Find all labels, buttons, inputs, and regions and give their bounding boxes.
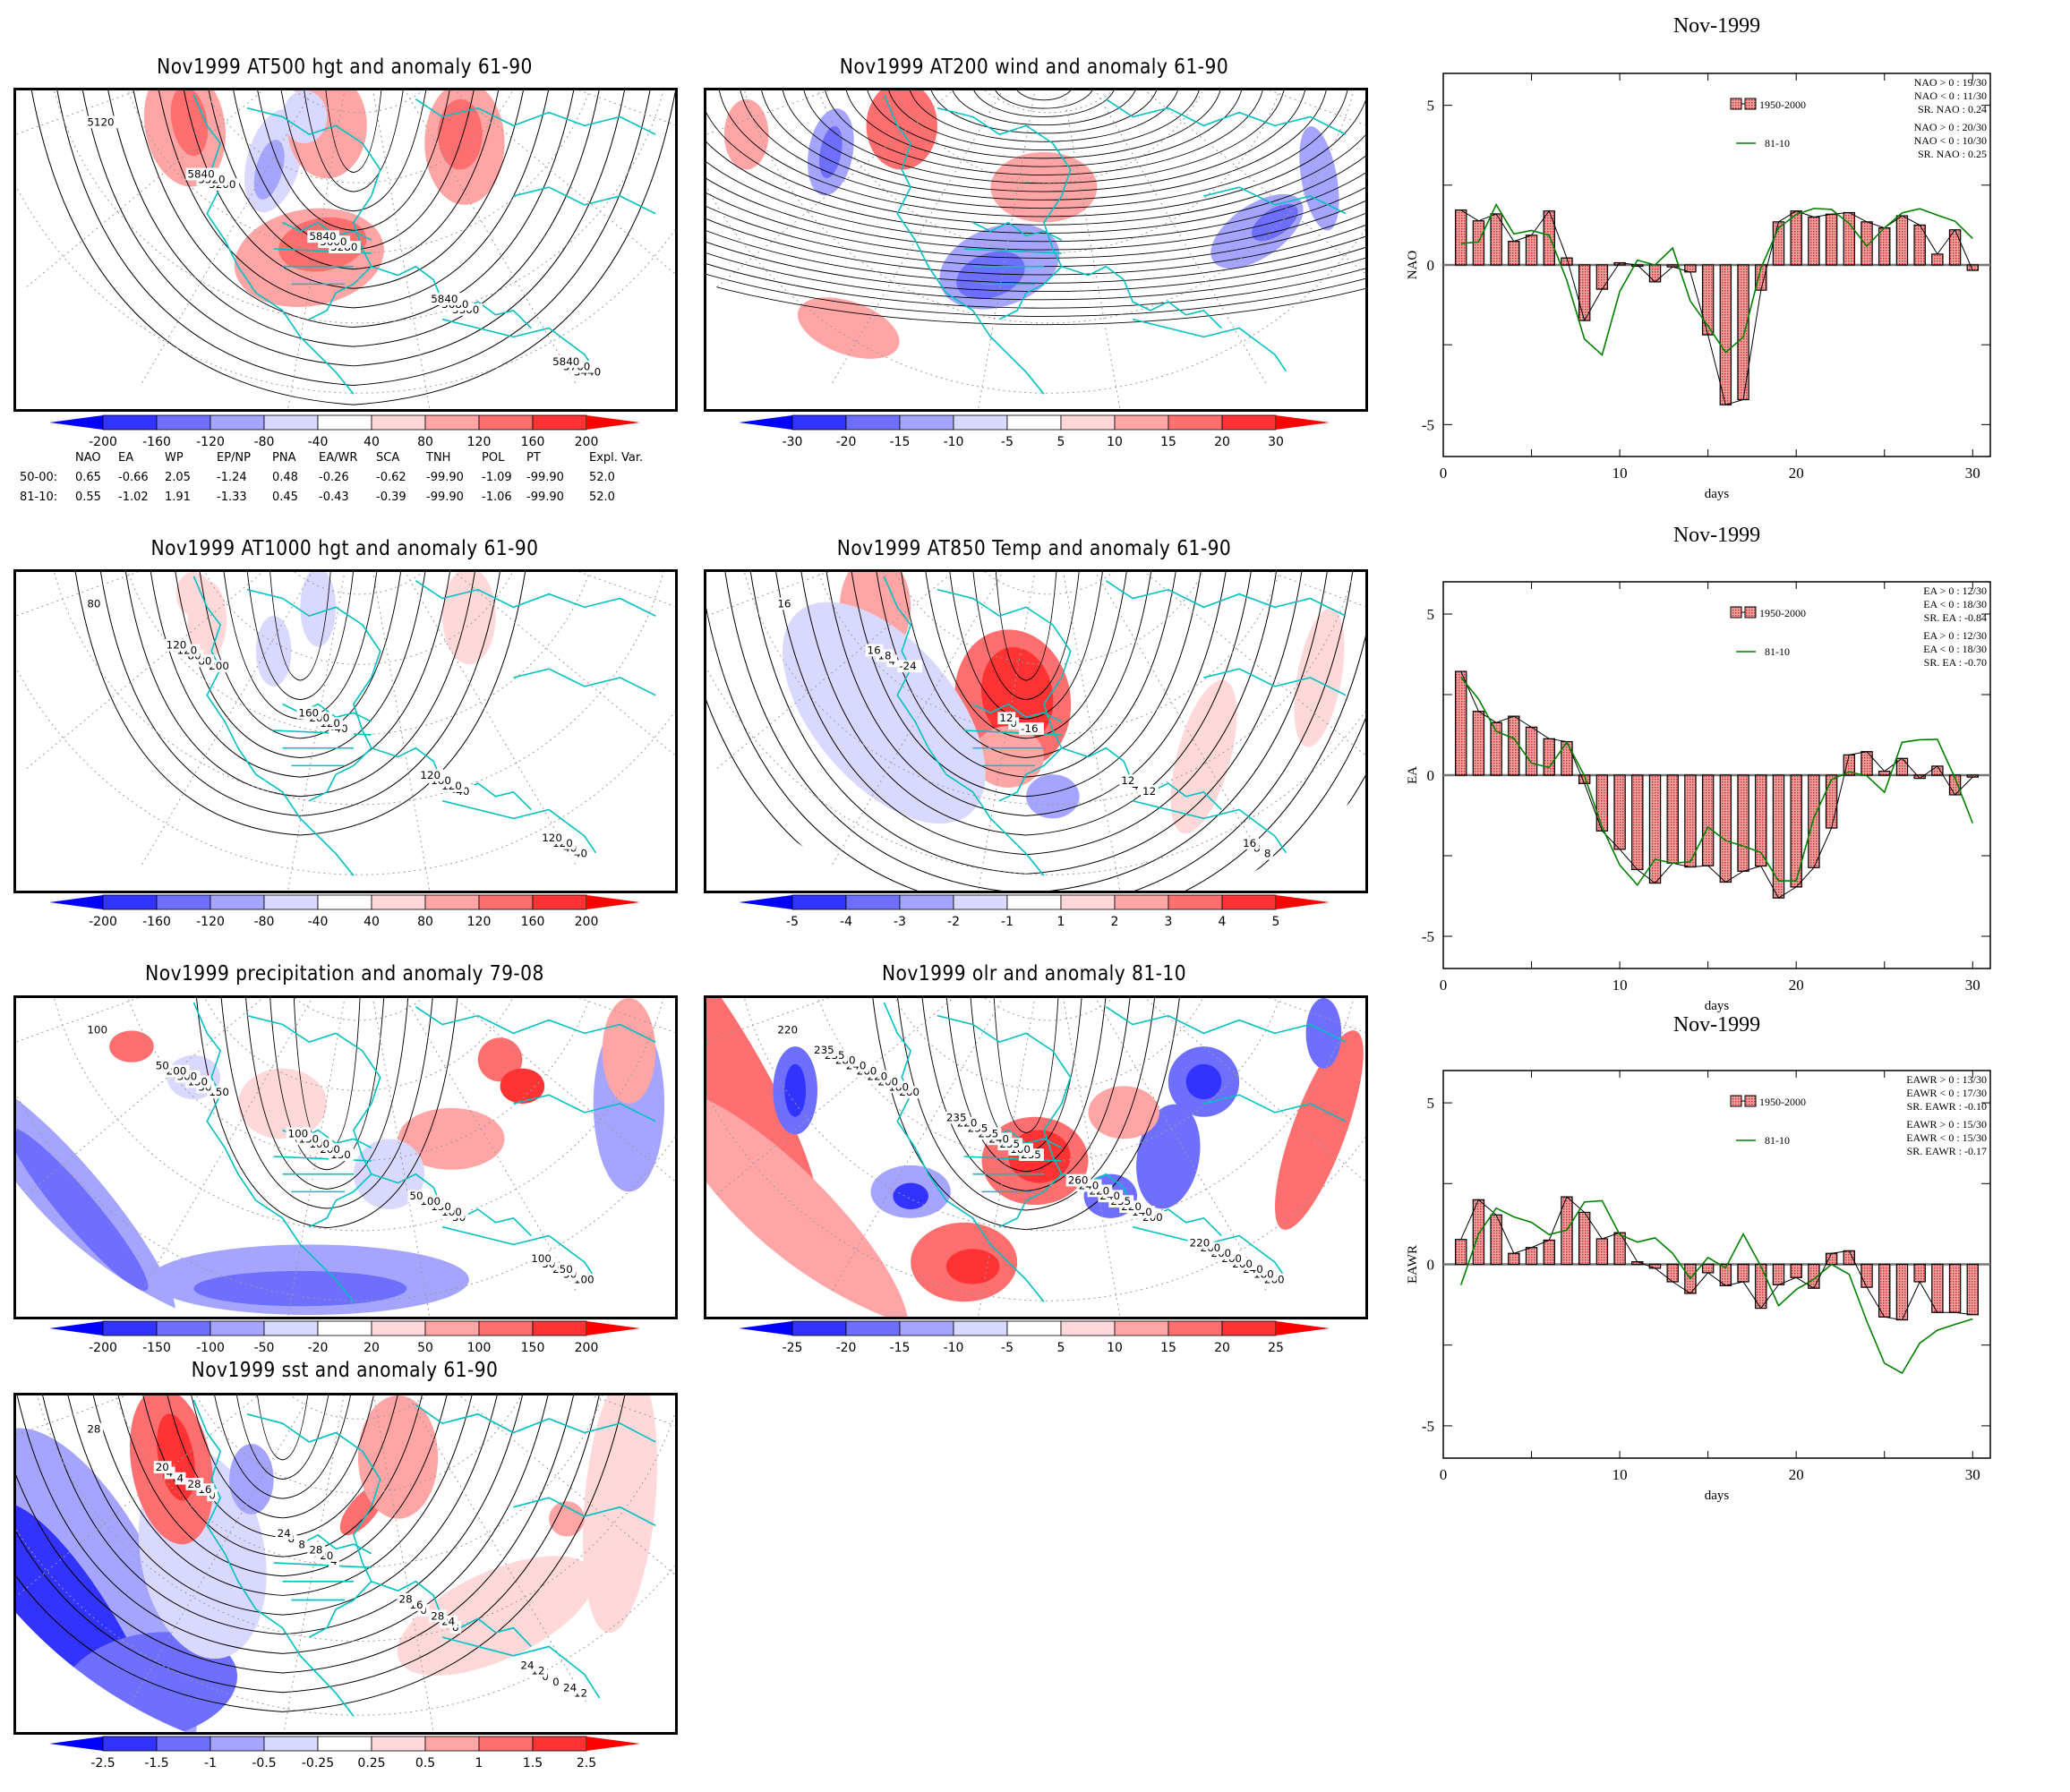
- bar-1950-2000: [1791, 1265, 1801, 1278]
- bar-1950-2000: [1596, 1239, 1607, 1265]
- legend: 1950-2000 81-10: [1731, 1096, 1806, 1147]
- bar-1950-2000: [1649, 1265, 1660, 1268]
- bar-1950-2000: [1526, 1248, 1536, 1265]
- bar-1950-2000: [1879, 1265, 1890, 1318]
- bar-1950-2000: [1914, 1265, 1925, 1282]
- y-axis-label: EAWR: [1406, 1245, 1420, 1284]
- stats-1950-2000: SR. EAWR : -0.10: [1907, 1100, 1987, 1113]
- stats-81-10: EAWR > 0 : 15/30: [1906, 1118, 1987, 1131]
- bar-1950-2000: [1949, 1265, 1960, 1313]
- stats-81-10: EAWR < 0 : 15/30: [1906, 1131, 1987, 1144]
- bar-1950-2000: [1843, 1250, 1854, 1264]
- bar-1950-2000: [1967, 1265, 1978, 1315]
- y-tick-label: 5: [1427, 1095, 1435, 1112]
- bar-1950-2000: [1861, 1265, 1872, 1288]
- bar-1950-2000: [1738, 1265, 1749, 1282]
- x-tick-label: 30: [1965, 1466, 1980, 1483]
- x-axis-label: days: [1705, 1489, 1730, 1503]
- legend-swatch-bars: [1731, 1096, 1741, 1106]
- x-tick-label: 20: [1789, 1466, 1804, 1483]
- bar-1950-2000: [1614, 1233, 1625, 1264]
- line-81-10: [1461, 1200, 1973, 1373]
- x-tick-label: 10: [1612, 1466, 1628, 1483]
- bar-1950-2000: [1756, 1265, 1766, 1309]
- stats-1950-2000: EAWR > 0 : 13/30: [1906, 1073, 1987, 1086]
- legend-swatch-bars: [1745, 1096, 1756, 1106]
- legend-label-81-10: 81-10: [1765, 1134, 1790, 1147]
- x-tick-label: 0: [1440, 1466, 1448, 1483]
- y-tick-label: 0: [1427, 1257, 1435, 1274]
- bar-1950-2000: [1703, 1265, 1714, 1273]
- bar-1950-2000: [1456, 1240, 1467, 1265]
- bar-1950-2000: [1509, 1253, 1519, 1264]
- stats-1950-2000: EAWR < 0 : 17/30: [1906, 1087, 1987, 1099]
- stats-81-10: SR. EAWR : -0.17: [1907, 1145, 1987, 1157]
- line-1950-2000: [1461, 1197, 1973, 1319]
- legend-label-1950-2000: 1950-2000: [1759, 1096, 1806, 1108]
- bar-1950-2000: [1826, 1253, 1837, 1264]
- y-tick-label: -5: [1422, 1418, 1434, 1435]
- bar-1950-2000: [1579, 1212, 1590, 1264]
- chart-title: Nov-1999: [1673, 1013, 1760, 1037]
- bar-1950-2000: [1544, 1240, 1554, 1264]
- bar-1950-2000: [1773, 1265, 1783, 1285]
